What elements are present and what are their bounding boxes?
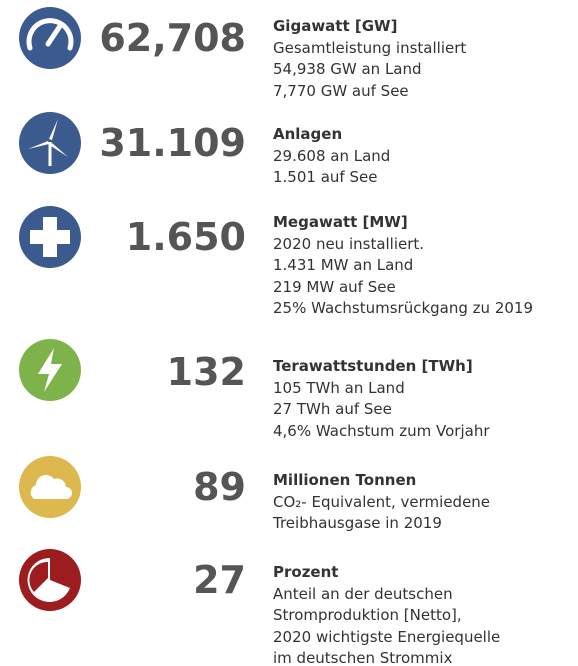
heading: Gigawatt [GW] <box>273 17 398 35</box>
heading: Megawatt [MW] <box>273 213 408 231</box>
text-line: Gesamtleistung installiert <box>273 38 467 57</box>
pie-icon <box>19 549 81 611</box>
text-line: 29.608 an Land <box>273 146 391 165</box>
text-line: 4,6% Wachstum zum Vorjahr <box>273 421 490 440</box>
text-line: 7,770 GW auf See <box>273 81 409 100</box>
description: Terawattstunden [TWh] 105 TWh an Land 27 T… <box>273 356 490 442</box>
big-number: 31.109 <box>99 121 246 165</box>
big-number: 62,708 <box>99 16 246 60</box>
description: Millionen Tonnen CO₂- Equivalent, vermied… <box>273 470 490 535</box>
text-line: im deutschen Strommix <box>273 649 453 666</box>
turbine-icon <box>19 112 81 174</box>
text-line: 1.501 auf See <box>273 168 378 186</box>
heading: Millionen Tonnen <box>273 471 417 489</box>
description: Megawatt [MW] 2020 neu installiert. 1.431 … <box>273 212 533 320</box>
big-number: 1.650 <box>125 215 246 259</box>
text-line: 54,938 GW an Land <box>273 60 422 78</box>
description: Anlagen 29.608 an Land 1.501 auf See <box>273 124 390 189</box>
text-line: 105 TWh an Land <box>273 378 405 397</box>
big-number: 27 <box>193 558 246 602</box>
description: Gigawatt [GW] Gesamtleistung installiert 5… <box>273 16 466 102</box>
text-line: Anteil an der deutschen <box>273 584 453 603</box>
lightning-icon <box>19 339 81 401</box>
text-line: 2020 wichtigste Energiequelle <box>273 627 501 646</box>
cloud-icon <box>19 456 81 518</box>
text-line: 27 TWh auf See <box>273 400 392 418</box>
text-line: 1.431 MW an Land <box>273 256 414 274</box>
big-number: 132 <box>166 350 246 394</box>
heading: Prozent <box>273 563 339 581</box>
big-number: 89 <box>193 465 246 509</box>
text-line: Treibhausgase in 2019 <box>273 514 442 532</box>
text-line: CO₂- Equivalent, vermiedene <box>273 492 491 511</box>
gauge-icon <box>19 7 81 69</box>
text-line: Stromproduktion [Netto], <box>273 606 462 624</box>
heading: Terawattstunden [TWh] <box>273 357 473 375</box>
text-line: 25% Wachstumsrückgang zu 2019 <box>273 299 533 317</box>
heading: Anlagen <box>273 125 343 143</box>
text-line: 2020 neu installiert. <box>273 234 425 253</box>
text-line: 219 MW auf See <box>273 277 396 296</box>
plus-icon <box>19 206 81 268</box>
description: Prozent Anteil an der deutschen Stromprodu… <box>273 562 500 666</box>
